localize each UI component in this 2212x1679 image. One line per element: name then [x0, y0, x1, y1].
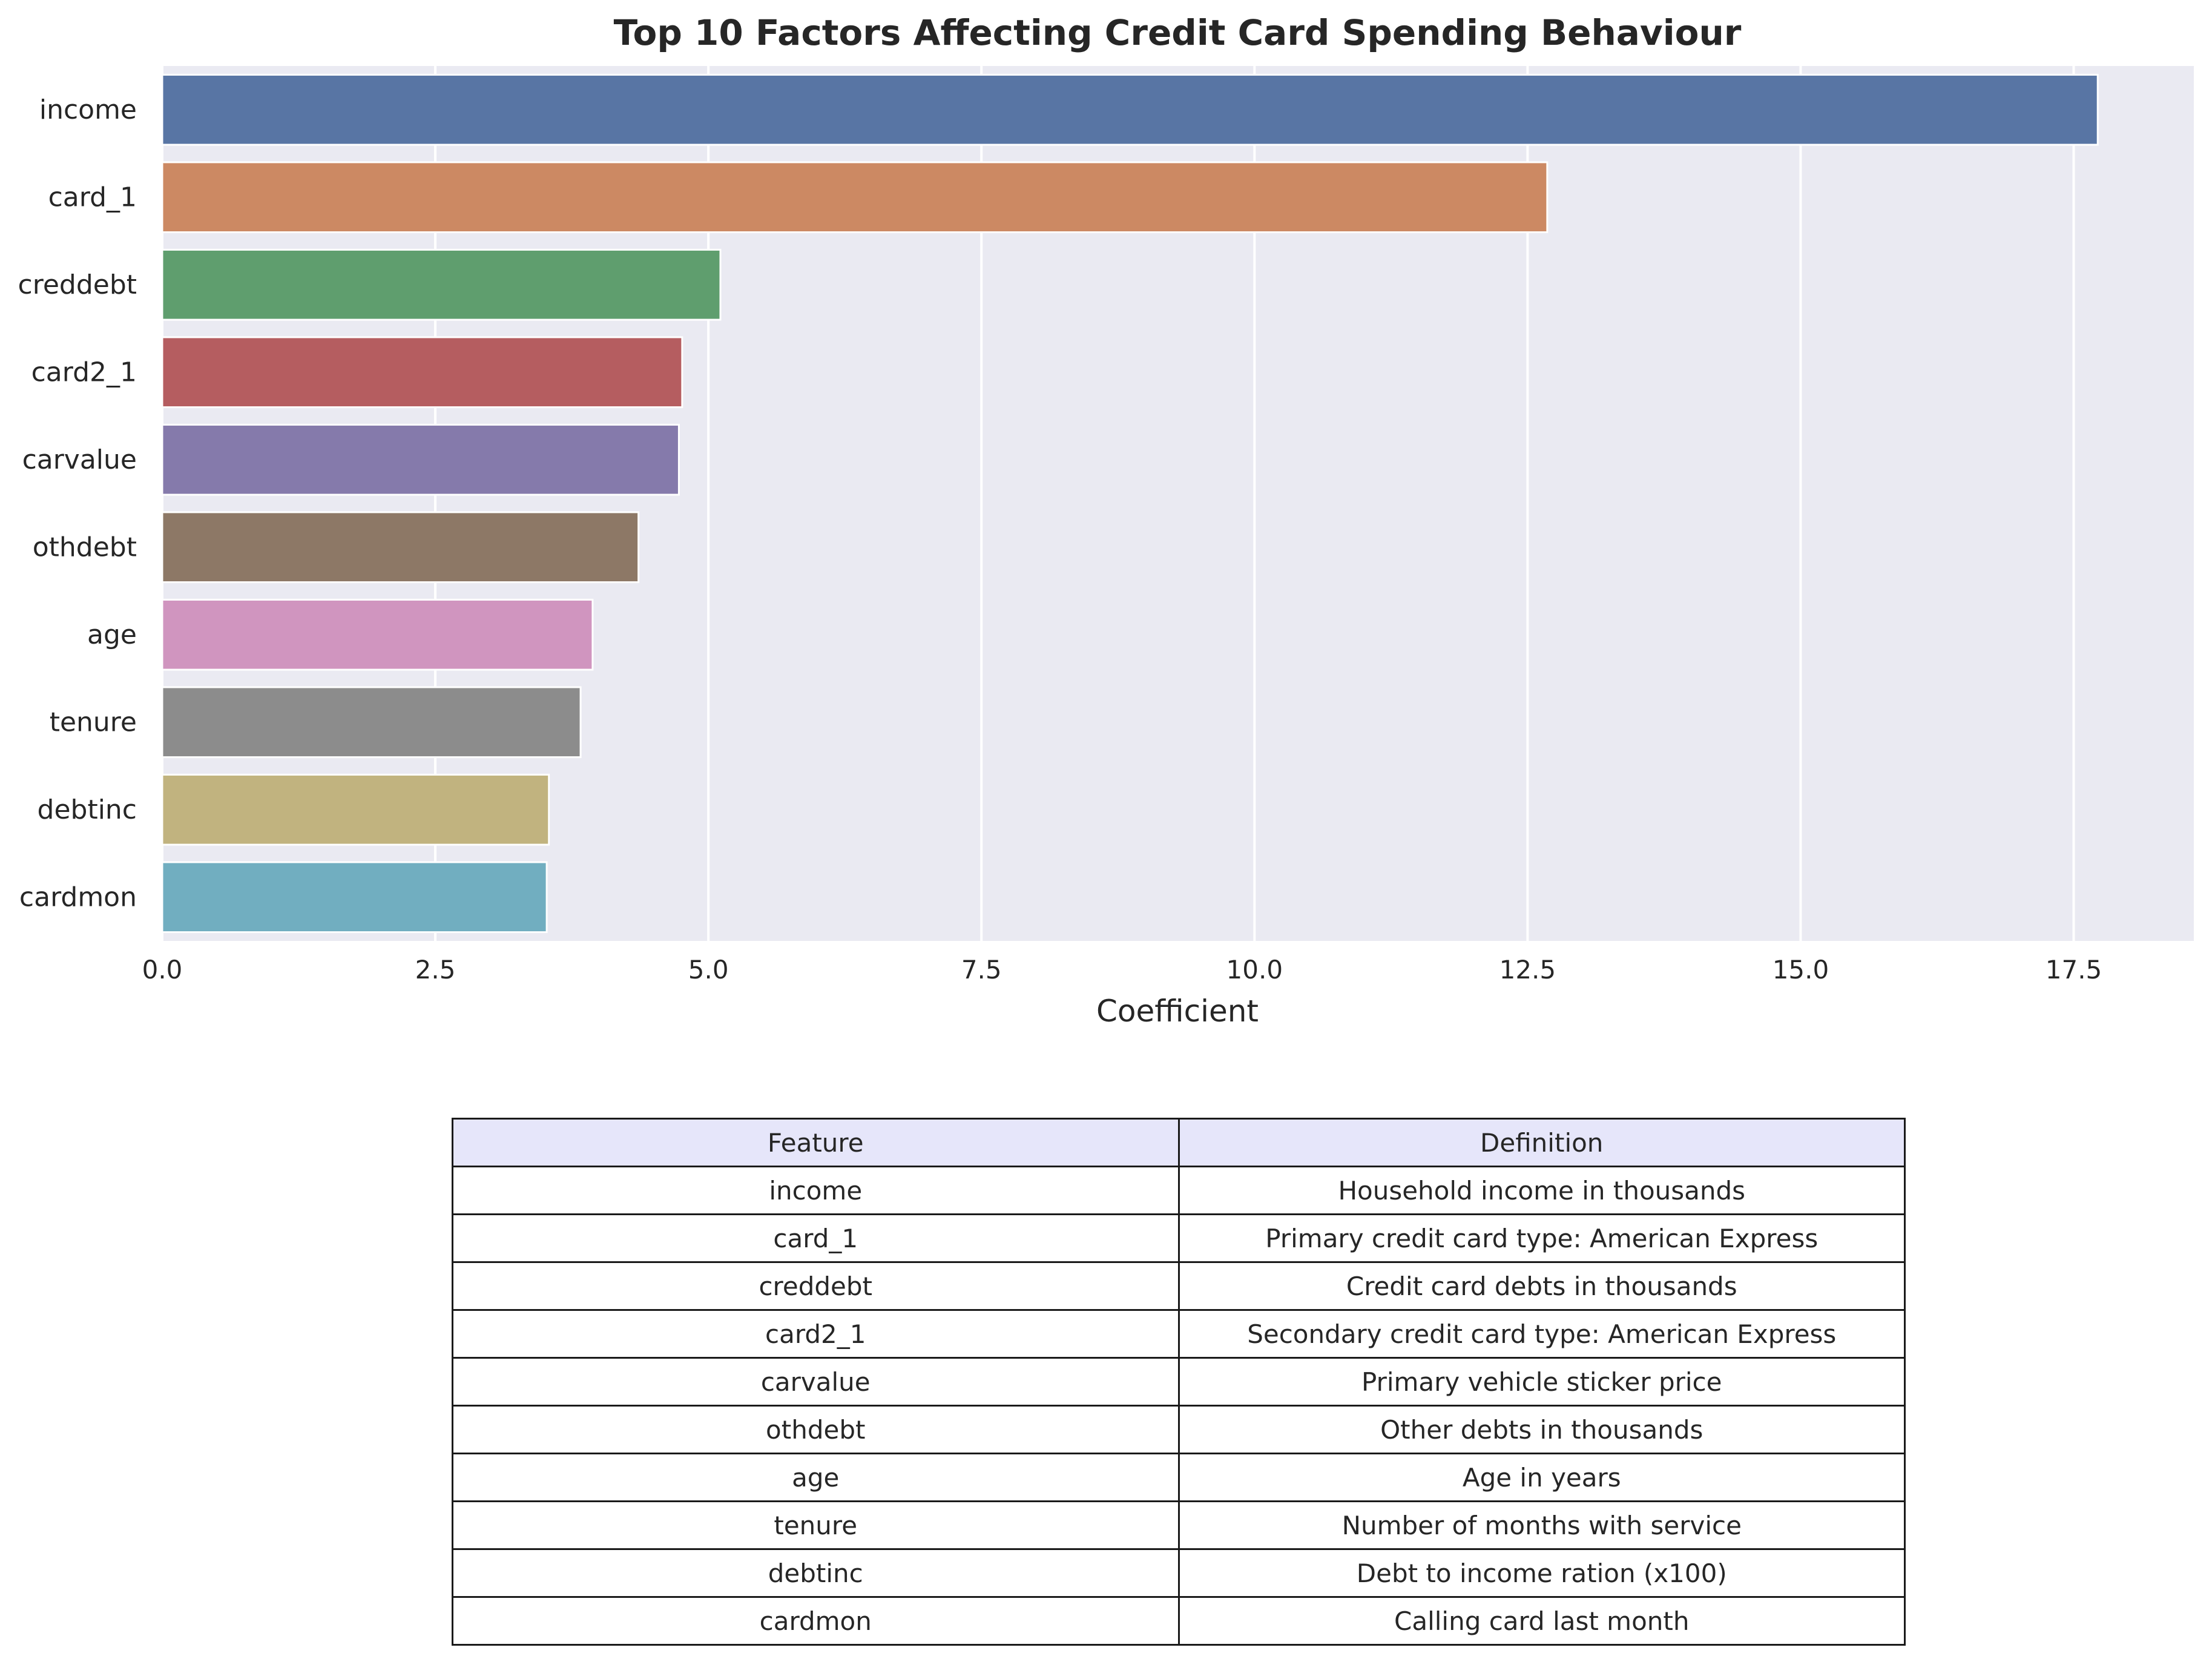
- feature-cell: carvalue: [452, 1357, 1180, 1407]
- table-row: tenure Number of months with service: [452, 1500, 1906, 1550]
- definition-cell: Calling card last month: [1177, 1596, 1906, 1646]
- y-tick-label: tenure: [50, 707, 137, 737]
- bar-debtinc: [161, 773, 550, 846]
- definition-cell: Secondary credit card type: American Exp…: [1177, 1309, 1906, 1359]
- header-definition: Definition: [1177, 1118, 1906, 1167]
- definition-cell: Primary credit card type: American Expre…: [1177, 1213, 1906, 1263]
- chart-plot-svg: income card_1 creddebt card2_1 carvalue othde…: [18, 66, 2194, 985]
- y-tick-label: creddebt: [18, 269, 137, 300]
- feature-cell: debtinc: [452, 1548, 1180, 1598]
- x-tick-label: 2.5: [415, 955, 456, 985]
- feature-cell: othdebt: [452, 1405, 1180, 1454]
- y-tick-label: card2_1: [31, 357, 137, 388]
- table-row: card2_1 Secondary credit card type: Ameri…: [452, 1309, 1906, 1359]
- bar-card_1: [161, 161, 1549, 234]
- feature-cell: cardmon: [452, 1596, 1180, 1646]
- table-row: card_1 Primary credit card type: American…: [452, 1213, 1906, 1263]
- definition-cell: Debt to income ration (x100): [1177, 1548, 1906, 1598]
- bar-income: [161, 73, 2099, 146]
- x-tick-label: 10.0: [1226, 955, 1283, 985]
- bars: [161, 73, 2099, 934]
- feature-cell: card2_1: [452, 1309, 1180, 1359]
- table-header-row: Feature Definition: [452, 1118, 1906, 1167]
- table-row: cardmon Calling card last month: [452, 1596, 1906, 1646]
- definition-cell: Other debts in thousands: [1177, 1405, 1906, 1454]
- x-tick-label: 17.5: [2046, 955, 2102, 985]
- bar-age: [161, 598, 594, 671]
- bar-tenure: [161, 686, 582, 759]
- y-tick-label: othdebt: [33, 532, 137, 562]
- feature-cell: income: [452, 1166, 1180, 1215]
- feature-cell: tenure: [452, 1500, 1180, 1550]
- header-feature: Feature: [452, 1118, 1180, 1167]
- definition-cell: Number of months with service: [1177, 1500, 1906, 1550]
- bar-card2_1: [161, 336, 683, 409]
- y-tick-label: income: [39, 94, 137, 125]
- feature-cell: age: [452, 1453, 1180, 1502]
- definition-cell: Credit card debts in thousands: [1177, 1261, 1906, 1311]
- y-tick-label: age: [87, 619, 137, 650]
- feature-definitions-table: Feature Definition income Household incom…: [452, 1118, 1906, 1646]
- table-header: Feature Definition: [452, 1118, 1906, 1167]
- x-axis-label: Coefficient: [1096, 994, 1259, 1029]
- chart-title: Top 10 Factors Affecting Credit Card Spe…: [613, 12, 1742, 53]
- definition-cell: Household income in thousands: [1177, 1166, 1906, 1215]
- feature-cell: card_1: [452, 1213, 1180, 1263]
- feature-cell: creddebt: [452, 1261, 1180, 1311]
- y-tick-label: card_1: [48, 182, 137, 213]
- table-row: carvalue Primary vehicle sticker price: [452, 1357, 1906, 1407]
- definition-cell: Age in years: [1177, 1453, 1906, 1502]
- bar-cardmon: [161, 861, 548, 934]
- x-tick-label: 0.0: [142, 955, 183, 985]
- table-row: age Age in years: [452, 1453, 1906, 1502]
- y-tick-label: cardmon: [19, 882, 137, 912]
- x-tick-labels: 0.0 2.5 5.0 7.5 10.0 12.5 15.0 17.5: [142, 955, 2102, 985]
- table-row: creddebt Credit card debts in thousands: [452, 1261, 1906, 1311]
- table-row: income Household income in thousands: [452, 1166, 1906, 1215]
- x-tick-label: 5.0: [688, 955, 729, 985]
- bar-othdebt: [161, 511, 640, 584]
- table-row: debtinc Debt to income ration (x100): [452, 1548, 1906, 1598]
- table-row: othdebt Other debts in thousands: [452, 1405, 1906, 1454]
- y-tick-label: debtinc: [38, 794, 137, 825]
- definition-cell: Primary vehicle sticker price: [1177, 1357, 1906, 1407]
- table-body: income Household income in thousands card_…: [452, 1166, 1906, 1646]
- bar-carvalue: [161, 423, 680, 496]
- bar-creddebt: [161, 248, 722, 321]
- y-tick-labels: income card_1 creddebt card2_1 carvalue othde…: [18, 94, 137, 913]
- x-tick-label: 15.0: [1773, 955, 1829, 985]
- x-tick-label: 7.5: [961, 955, 1002, 985]
- x-tick-label: 12.5: [1499, 955, 1556, 985]
- y-tick-label: carvalue: [22, 444, 137, 475]
